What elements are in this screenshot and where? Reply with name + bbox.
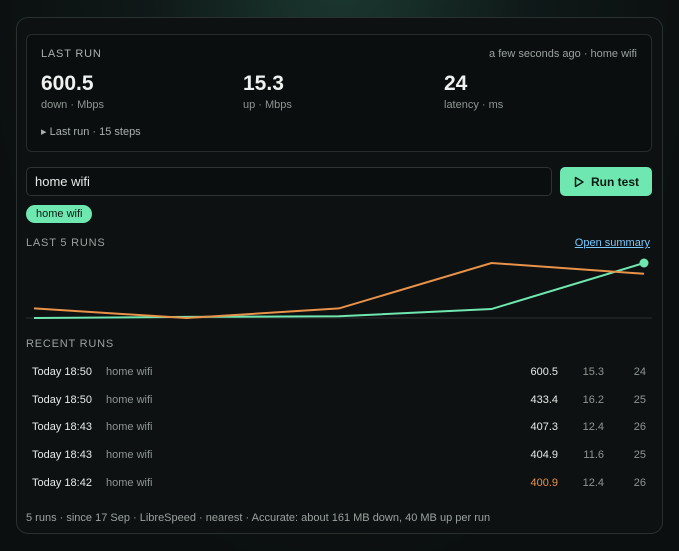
run-row[interactable]: Today 18:42 home wifi 400.9 12.4 26 — [26, 469, 652, 497]
series-line-1 — [33, 262, 645, 319]
run-date: Today 18:43 — [32, 449, 92, 462]
download-label: down · Mbps — [41, 99, 104, 111]
recent-runs-title: RECENT RUNS — [26, 338, 115, 350]
run-latency: 26 — [633, 476, 646, 489]
footer-summary: 5 runs · since 17 Sep · LibreSpeed · nea… — [26, 512, 491, 524]
run-date: Today 18:50 — [32, 366, 92, 378]
play-icon — [574, 176, 584, 187]
run-test-button[interactable]: Run test — [560, 167, 652, 196]
upload-label: up · Mbps — [243, 99, 292, 111]
run-download: 404.9 — [530, 449, 558, 462]
last-run-card: LAST RUN a few seconds ago · home wifi 6… — [26, 34, 652, 152]
run-row[interactable]: Today 18:50 home wifi 433.4 16.2 25 — [26, 386, 652, 414]
last-run-steps-toggle[interactable]: ▸ Last run · 15 steps — [41, 126, 141, 138]
run-latency: 25 — [633, 393, 646, 406]
upload-stat: 15.3 up · Mbps — [243, 72, 292, 111]
run-latency: 24 — [633, 366, 646, 378]
latency-label: latency · ms — [444, 99, 504, 111]
run-network: home wifi — [106, 393, 153, 406]
run-date: Today 18:42 — [32, 476, 92, 489]
last-runs-chart — [26, 258, 652, 320]
run-latency: 25 — [633, 449, 646, 462]
latest-point — [639, 258, 649, 268]
run-download: 600.5 — [530, 366, 558, 378]
run-date: Today 18:43 — [32, 421, 92, 434]
recent-runs-list: Today 18:50 home wifi 600.5 15.3 24 Today 18:… — [26, 358, 652, 496]
run-network: home wifi — [106, 421, 153, 434]
run-test-label: Run test — [591, 174, 639, 189]
download-value: 600.5 — [41, 72, 94, 95]
latency-stat: 24 latency · ms — [444, 72, 503, 111]
latency-value: 24 — [444, 72, 468, 95]
run-upload: 12.4 — [582, 476, 604, 489]
speedtest-panel: LAST RUN a few seconds ago · home wifi 6… — [16, 17, 663, 534]
run-row[interactable]: Today 18:50 home wifi 600.5 15.3 24 — [26, 358, 652, 386]
run-date: Today 18:50 — [32, 393, 92, 406]
run-network: home wifi — [106, 366, 153, 378]
series-line-2 — [33, 261, 645, 320]
run-network: home wifi — [106, 476, 153, 489]
network-tag[interactable]: home wifi — [26, 205, 93, 223]
last-run-meta: a few seconds ago · home wifi — [489, 48, 637, 60]
open-summary-link[interactable]: Open summary — [574, 237, 650, 249]
run-row[interactable]: Today 18:43 home wifi 407.3 12.4 26 — [26, 413, 652, 441]
run-download: 407.3 — [530, 421, 558, 434]
last-runs-title: LAST 5 RUNS — [26, 237, 106, 249]
run-download: 433.4 — [530, 393, 558, 406]
run-latency: 26 — [633, 421, 646, 434]
run-upload: 15.3 — [582, 366, 604, 378]
run-upload: 16.2 — [582, 393, 604, 406]
download-stat: 600.5 down · Mbps — [41, 72, 104, 111]
run-upload: 11.6 — [583, 449, 604, 462]
run-upload: 12.4 — [582, 421, 604, 434]
run-network: home wifi — [106, 449, 153, 462]
run-row[interactable]: Today 18:43 home wifi 404.9 11.6 25 — [26, 441, 652, 469]
last-run-title: LAST RUN — [41, 48, 102, 60]
network-label-input[interactable] — [26, 167, 552, 196]
run-download: 400.9 — [530, 476, 558, 489]
upload-value: 15.3 — [243, 72, 284, 95]
